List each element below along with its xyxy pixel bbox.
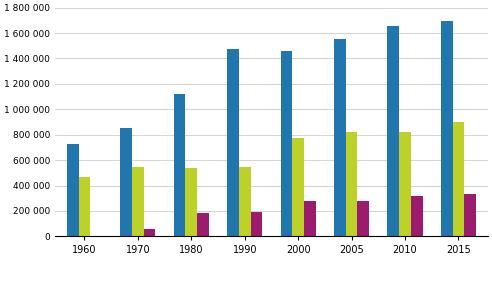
Bar <box>280 52 292 236</box>
Bar <box>185 168 197 236</box>
Bar <box>197 214 209 236</box>
Bar <box>250 212 262 236</box>
Bar <box>441 21 453 236</box>
Bar <box>79 177 91 236</box>
Bar <box>346 132 358 236</box>
Bar <box>453 122 464 236</box>
Bar <box>67 144 79 236</box>
Bar <box>399 132 411 236</box>
Bar <box>227 49 239 236</box>
Bar <box>292 138 304 236</box>
Bar <box>304 201 316 236</box>
Bar <box>387 26 399 236</box>
Bar <box>174 94 185 236</box>
Bar <box>334 39 346 236</box>
Bar <box>120 128 132 236</box>
Bar <box>132 167 144 236</box>
Bar <box>464 194 476 236</box>
Bar <box>144 229 155 236</box>
Bar <box>358 201 369 236</box>
Bar <box>239 167 250 236</box>
Bar <box>411 196 423 236</box>
